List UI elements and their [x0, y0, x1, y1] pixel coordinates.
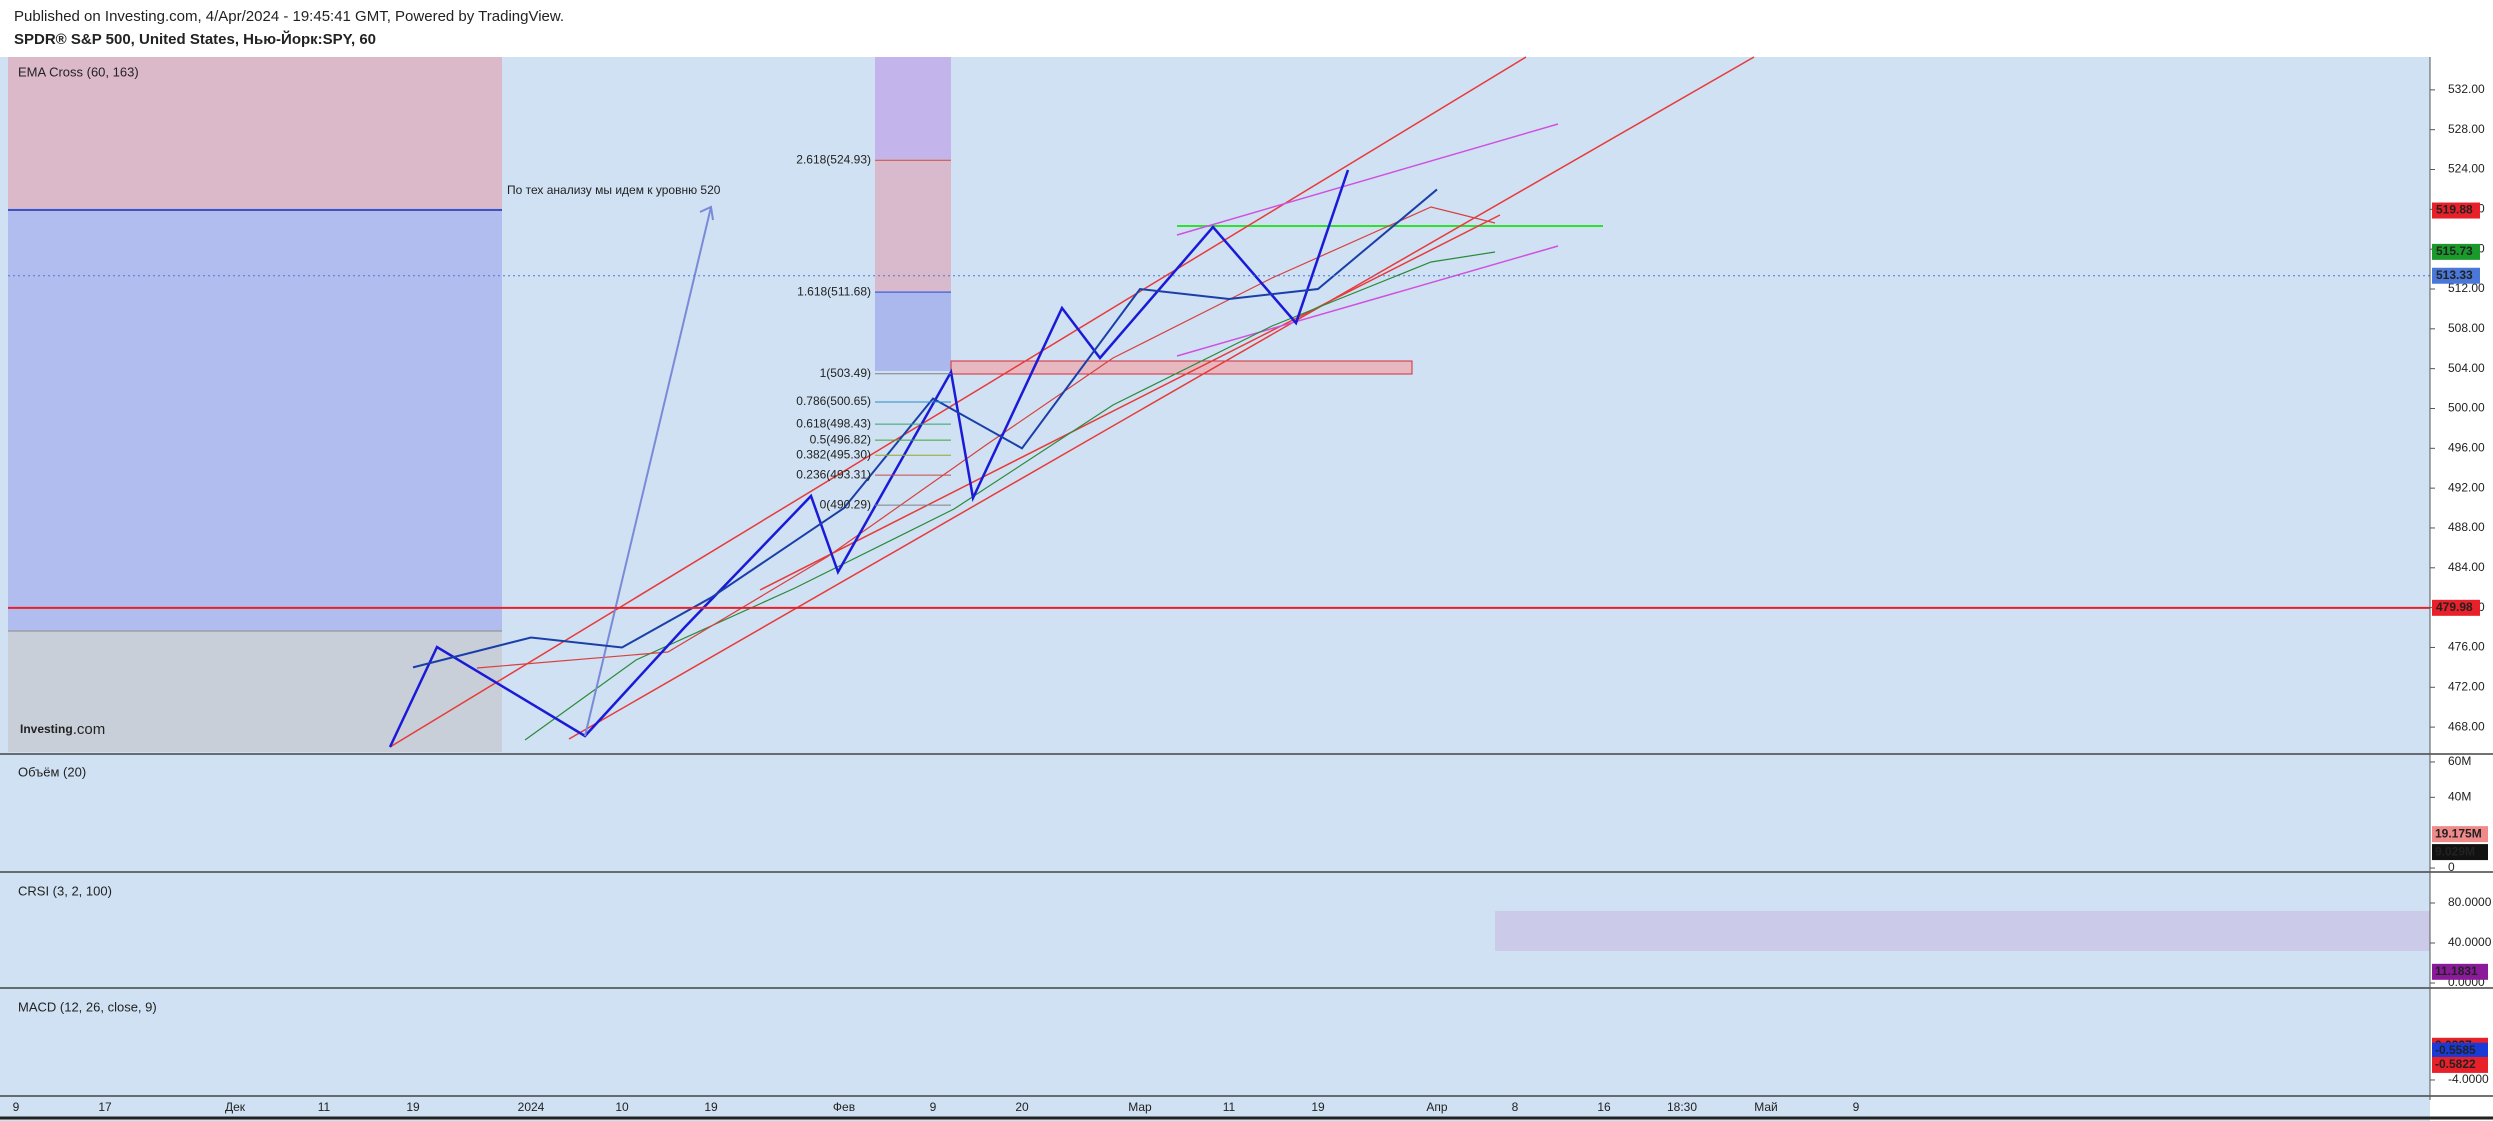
price-line: [412, 188, 1438, 669]
y-tick-label: 472.00: [2448, 679, 2485, 693]
value-tag: [2432, 1056, 2488, 1073]
value-tag-label: 9.029M: [2435, 844, 2475, 858]
price-tag: [2432, 267, 2480, 284]
x-tick-label: 17: [98, 1100, 112, 1114]
value-tag-label: 11.1831: [2435, 964, 2478, 978]
price-tag: [2432, 243, 2480, 260]
x-tick-label: Мар: [1128, 1100, 1152, 1114]
y-tick-label: 468.00: [2448, 719, 2485, 733]
fib-label: 0.618(498.43): [796, 416, 871, 430]
crsi-band: [1495, 911, 2430, 951]
x-tick-label: 18:30: [1667, 1100, 1697, 1114]
y-tick-label: -4.0000: [2448, 1072, 2489, 1086]
logo-brand: Investing: [20, 722, 73, 736]
annotation: По тех анализу мы идем к уровню 520: [507, 183, 721, 197]
x-tick-label: 11: [1223, 1100, 1236, 1114]
value-tag-label: -0.5585: [2435, 1043, 2476, 1057]
price-tag-label: 515.73: [2436, 244, 2473, 258]
x-tick-label: 8: [1512, 1100, 1519, 1114]
y-tick-label: 40M: [2448, 789, 2471, 803]
y-tick-label: 492.00: [2448, 480, 2485, 494]
x-tick-label: 20: [1015, 1100, 1029, 1114]
y-tick-label: 532.00: [2448, 82, 2485, 96]
price-tag-label: 513.33: [2436, 268, 2473, 282]
published: Published on Investing.com, 4/Apr/2024 -…: [14, 8, 564, 25]
value-tag-label: -0.5822: [2435, 1057, 2476, 1071]
x-tick-label: 9: [13, 1100, 20, 1114]
x-tick-label: Май: [1754, 1100, 1778, 1114]
value-tag-label: 19.175M: [2435, 826, 2482, 840]
fib-label: 0.5(496.82): [810, 432, 871, 446]
x-tick-label: Фев: [833, 1100, 855, 1114]
y-tick-label: 508.00: [2448, 321, 2485, 335]
drawings: [388, 56, 1755, 748]
value-tag: [2432, 826, 2488, 843]
x-tick-label: 19: [704, 1100, 718, 1114]
y-tick-label: 0: [2448, 860, 2455, 874]
price-tag-label: 479.98: [2436, 600, 2473, 614]
fib-label: 2.618(524.93): [796, 152, 871, 166]
fib-label: 0.236(493.31): [796, 467, 871, 481]
pane-title: CRSI (3, 2, 100): [18, 883, 112, 898]
x-tick-label: 19: [406, 1100, 420, 1114]
logo: Investing.com: [20, 721, 105, 738]
y-tick-label: 488.00: [2448, 520, 2485, 534]
x-tick-label: 9: [930, 1100, 937, 1114]
y-tick-label: 496.00: [2448, 440, 2485, 454]
axis-background: [2430, 57, 2493, 1121]
y-tick-label: 40.0000: [2448, 935, 2492, 949]
y-tick-label: 476.00: [2448, 640, 2485, 654]
x-tick-label: 19: [1311, 1100, 1325, 1114]
fib-label: 1.618(511.68): [797, 284, 871, 298]
pane-title: MACD (12, 26, close, 9): [18, 999, 157, 1014]
value-tag: [2432, 963, 2488, 980]
y-tick-label: 80.0000: [2448, 895, 2492, 909]
x-tick-label: Апр: [1426, 1100, 1448, 1114]
logo-suffix: .com: [73, 721, 106, 738]
x-tick-label: Дек: [225, 1100, 246, 1114]
fib-label: 1(503.49): [820, 366, 871, 380]
price-tag-label: 519.88: [2436, 203, 2473, 217]
fib-label: 0(490.29): [820, 497, 871, 511]
y-tick-label: 484.00: [2448, 560, 2485, 574]
x-tick-label: 10: [615, 1100, 629, 1114]
x-tick-label: 11: [318, 1100, 331, 1114]
price-tag: [2432, 202, 2480, 219]
price-tag: [2432, 599, 2480, 616]
x-tick-label: 9: [1853, 1100, 1860, 1114]
fib-label: 0.382(495.30): [796, 447, 871, 461]
pane-title: EMA Cross (60, 163): [18, 64, 139, 79]
y-tick-label: 504.00: [2448, 361, 2485, 375]
symbol: SPDR® S&P 500, United States, Нью-Йорк:S…: [14, 30, 376, 48]
fib-label: 0.786(500.65): [796, 394, 871, 408]
y-tick-label: 524.00: [2448, 162, 2485, 176]
zones: [8, 57, 1603, 752]
y-tick-label: 512.00: [2448, 281, 2485, 295]
y-tick-label: 500.00: [2448, 401, 2485, 415]
y-tick-label: 528.00: [2448, 122, 2485, 136]
pane-title: Объём (20): [18, 764, 86, 779]
y-tick-label: 60M: [2448, 754, 2471, 768]
value-tag: [2432, 1042, 2488, 1059]
value-tag: [2432, 844, 2488, 861]
x-tick-label: 16: [1597, 1100, 1611, 1114]
x-tick-label: 2024: [518, 1100, 545, 1114]
